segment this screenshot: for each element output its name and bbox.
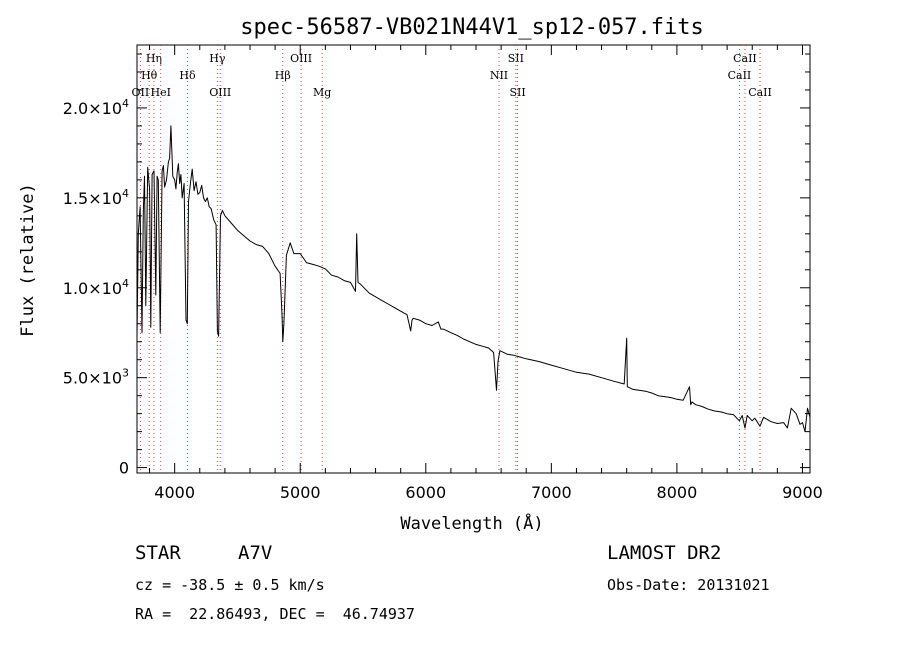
- x-tick-label-1: 5000: [280, 483, 321, 502]
- y-tick-label-1: 5.0×103: [63, 367, 129, 388]
- y-tick-label-0: 0: [119, 459, 129, 478]
- y-tick-label-3: 1.5×104: [63, 187, 129, 208]
- x-tick-label-2: 6000: [405, 483, 446, 502]
- line-marker-label-14: CaII: [728, 69, 752, 82]
- line-marker-label-11: NII: [490, 69, 508, 82]
- x-axis-label: Wavelength (Å): [400, 512, 543, 534]
- x-tick-label-0: 4000: [154, 483, 195, 502]
- line-marker-label-0: Hη: [146, 52, 162, 65]
- obs-date: Obs-Date: 20131021: [607, 576, 770, 594]
- y-tick-label-2: 1.0×104: [63, 277, 129, 298]
- object-class: STAR: [135, 542, 181, 564]
- line-marker-label-5: Hγ: [209, 52, 226, 65]
- survey-name: LAMOST DR2: [607, 542, 722, 564]
- redshift-cz: cz = -38.5 ± 0.5 km/s: [135, 576, 325, 594]
- coordinates: RA = 22.86493, DEC = 46.74937: [135, 605, 415, 623]
- line-marker-label-6: OIII: [209, 86, 231, 99]
- y-tick-label-4: 2.0×104: [63, 97, 129, 118]
- line-marker-label-8: Hβ: [275, 69, 291, 82]
- line-marker-label-13: CaII: [733, 52, 757, 65]
- line-marker-label-7: OIII: [290, 52, 312, 65]
- line-marker-label-9: Mg: [313, 86, 331, 99]
- x-tick-label-4: 8000: [657, 483, 698, 502]
- subclass: A7V: [238, 542, 273, 564]
- line-marker-label-4: Hδ: [179, 69, 196, 82]
- line-marker-label-15: CaII: [748, 86, 772, 99]
- axis-ticks: 4000 5000 6000 7000 8000 9000 0 5.0×103 1.0×104 1…: [63, 45, 823, 502]
- line-marker-label-12: SII: [509, 86, 525, 99]
- x-tick-label-5: 9000: [782, 483, 823, 502]
- line-marker-label-3: HeI: [151, 86, 171, 99]
- line-marker-label-2: OII: [132, 86, 150, 99]
- plot-frame: [136, 44, 811, 474]
- spectrum-series: [136, 125, 811, 433]
- line-marker-label-1: Hθ: [141, 69, 158, 82]
- x-tick-label-3: 7000: [531, 483, 572, 502]
- y-axis-label: Flux (relative): [18, 183, 38, 337]
- spectrum-line-0: [136, 125, 811, 433]
- line-marker-label-10: SII: [508, 52, 524, 65]
- chart-title: spec-56587-VB021N44V1_sp12-057.fits: [240, 15, 704, 40]
